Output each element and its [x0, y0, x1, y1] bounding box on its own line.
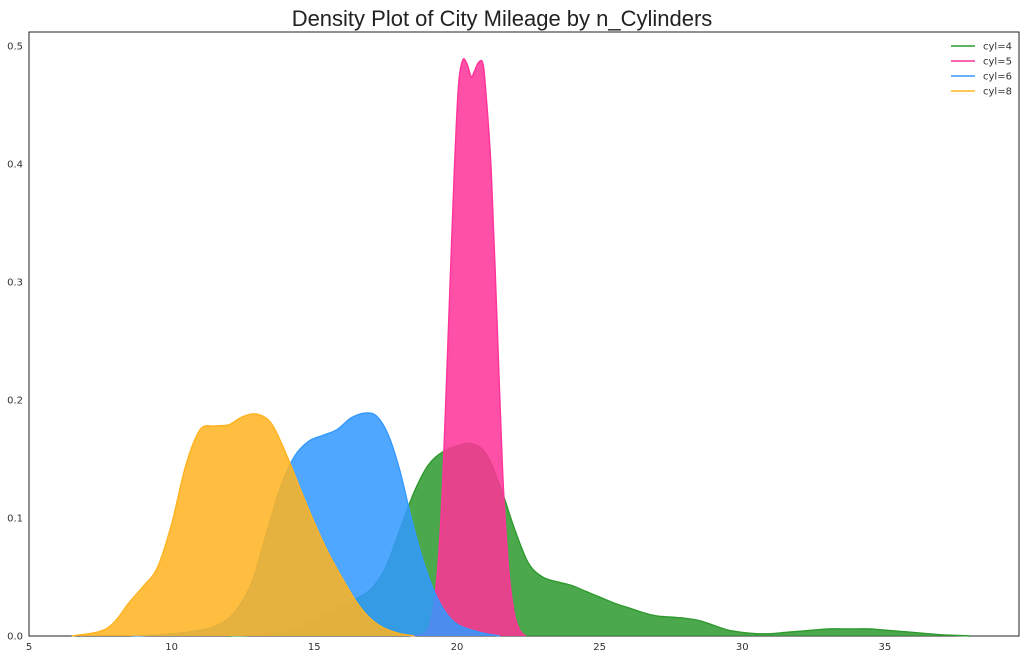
- legend: cyl=4 cyl=5 cyl=6 cyl=8: [951, 42, 1012, 98]
- y-tick-label: 0.1: [7, 514, 23, 525]
- legend-label-cyl-8: cyl=8: [983, 87, 1012, 98]
- y-tick-label: 0.2: [7, 396, 23, 407]
- y-tick-label: 0.4: [7, 160, 23, 171]
- series-layer: [71, 58, 971, 637]
- x-tick-label: 30: [736, 642, 749, 653]
- series-fill-cyl-5: [414, 58, 526, 637]
- legend-label-cyl-6: cyl=6: [983, 72, 1012, 83]
- x-tick-label: 25: [593, 642, 606, 653]
- x-tick-label: 10: [165, 642, 178, 653]
- y-tick-label: 0.5: [7, 42, 23, 53]
- x-tick-label: 35: [879, 642, 892, 653]
- series-line-cyl-8: [71, 413, 415, 637]
- chart-title: Density Plot of City Mileage by n_Cylind…: [292, 6, 713, 31]
- x-tick-label: 15: [308, 642, 321, 653]
- y-tick-label: 0.3: [7, 278, 23, 289]
- x-tick-label: 5: [26, 642, 32, 653]
- x-tick-label: 20: [451, 642, 464, 653]
- series-line-cyl-5: [413, 58, 526, 637]
- series-fill-cyl-8: [71, 413, 415, 636]
- y-tick-label: 0.0: [7, 632, 23, 643]
- legend-label-cyl-4: cyl=4: [983, 42, 1012, 53]
- legend-label-cyl-5: cyl=5: [983, 57, 1012, 68]
- tick-layer: 5 10 15 20 25 30 35 0.0 0.1 0.2 0.3 0.4 0.5: [7, 42, 891, 653]
